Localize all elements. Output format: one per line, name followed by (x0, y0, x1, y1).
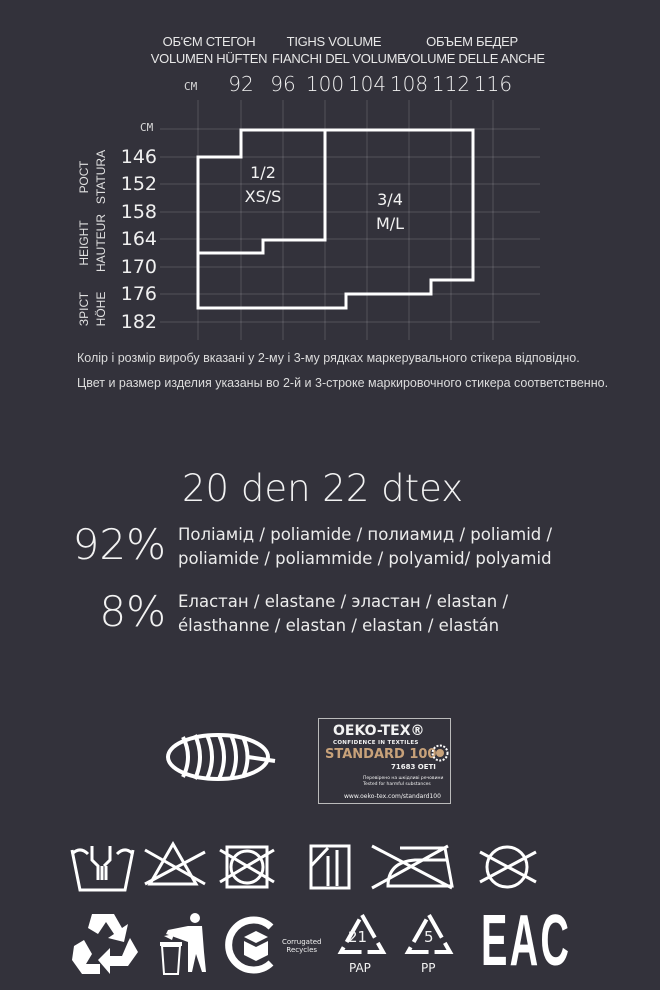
no-iron-icon (371, 844, 454, 890)
corrugated-recycles-icon (225, 916, 274, 974)
no-bleach-icon (144, 840, 206, 886)
grid-lines (160, 100, 540, 340)
height-unit-label: СМ (140, 121, 154, 134)
height-tick: 164 (120, 228, 157, 250)
oeko-tex-tested-en: Tested for harmful substances (363, 782, 431, 787)
size-grid (160, 100, 540, 340)
size-number: 1/2 (250, 163, 276, 182)
note-ru: Цвет и размер изделия указаны во 2-й и 3… (77, 376, 609, 390)
height-tick: 158 (120, 201, 157, 223)
oeko-tex-standard: STANDARD 100 (325, 747, 437, 762)
material-line: Поліамід / poliamide / полиамид / poliam… (178, 525, 553, 544)
oeko-tex-brand: OEKO-TEX® (333, 723, 425, 739)
hip-header-ua: ОБ'ЄМ СТЕГОН (162, 34, 256, 49)
composition-percent: 8% (99, 587, 166, 636)
hip-header-ru: ОБЪЕМ БЕДЕР (426, 34, 518, 49)
eac-mark: EAC (481, 901, 572, 981)
yarn-icon (166, 733, 276, 781)
oeko-tex-tested-ua: Перевірено на шкідливі речовини (363, 776, 444, 781)
height-tick: 152 (120, 173, 157, 195)
hip-header-en: TIGHS VOLUME (286, 34, 382, 49)
hip-header-fr: VOLUME DELLE ANCHE (402, 51, 545, 66)
tidy-man-icon (160, 913, 206, 975)
height-tick: 182 (120, 311, 157, 333)
corrugated-text: Corrugated Recycles (282, 938, 321, 954)
hip-tick: 96 (270, 72, 296, 96)
size-number: 3/4 (377, 190, 403, 209)
density: 20 den 22 dtex (182, 467, 464, 510)
hand-wash-icon (70, 846, 135, 892)
size-label-1-2: 1/2 XS/S (233, 161, 293, 209)
pp-number: 5 (424, 928, 434, 946)
size-region-1-2 (196, 128, 327, 255)
care-symbols (70, 840, 537, 892)
pap-recycling-icon (337, 910, 387, 954)
hip-tick: 100 (305, 72, 345, 96)
height-tick: 146 (120, 146, 157, 168)
size-label-3-4: 3/4 M/L (360, 188, 420, 236)
oeko-tex-code: 71683 OETI (391, 763, 436, 771)
size-letter: M/L (375, 214, 405, 233)
hip-header-de: VOLUMEN HÜFTEN (150, 51, 268, 66)
composition-percent: 92% (72, 520, 166, 569)
oeko-flower-icon (431, 744, 449, 762)
hip-header-en-it: TIGHS VOLUME FIANCHI DEL VOLUME (272, 33, 406, 67)
hip-tick: 116 (473, 72, 513, 96)
material-line: Еластан / elastane / эластан / elastan / (178, 592, 509, 611)
corrugated-line: Corrugated (282, 938, 322, 946)
note-ua: Колір і розмір виробу вказані у 2-му і 3… (77, 351, 580, 365)
height-tick: 176 (120, 283, 157, 305)
size-region-3-4 (196, 128, 475, 310)
hip-tick: 108 (389, 72, 429, 96)
hip-tick: 112 (431, 72, 471, 96)
drip-dry-shade-icon (309, 844, 351, 890)
hip-unit-label: СМ (184, 80, 198, 93)
recycles-line: Recycles (286, 946, 318, 954)
hip-tick: 92 (228, 72, 254, 96)
oeko-tex-label: OEKO-TEX® CONFIDENCE IN TEXTILES STANDAR… (318, 718, 451, 804)
height-tick: 170 (120, 256, 157, 278)
pp-recycling-icon (404, 910, 454, 954)
oeko-tex-url: www.oeko-tex.com/standard100 (344, 793, 441, 800)
pap-label: PAP (349, 961, 371, 975)
composition-material: Поліамід / poliamide / полиамид / poliam… (178, 523, 552, 571)
oeko-tex-tagline: CONFIDENCE IN TEXTILES (333, 740, 419, 746)
pap-number: 21 (348, 928, 368, 946)
pp-label: PP (421, 961, 436, 975)
hip-header-ua-de: ОБ'ЄМ СТЕГОН VOLUMEN HÜFTEN (150, 33, 268, 67)
hip-header-it: FIANCHI DEL VOLUME (272, 51, 406, 66)
material-line: élasthanne / elastan / elastan / elastán (178, 616, 500, 635)
material-line: poliamide / poliammide / polyamid/ polya… (178, 549, 552, 568)
size-letter: XS/S (244, 187, 282, 206)
no-dry-clean-icon (479, 845, 537, 889)
hip-header-ru-fr: ОБЪЕМ БЕДЕР VOLUME DELLE ANCHE (402, 33, 545, 67)
no-tumble-dry-icon (219, 845, 275, 889)
composition-material: Еластан / elastane / эластан / elastan /… (178, 590, 508, 638)
hip-tick: 104 (347, 72, 387, 96)
recycle-icon (72, 914, 138, 974)
